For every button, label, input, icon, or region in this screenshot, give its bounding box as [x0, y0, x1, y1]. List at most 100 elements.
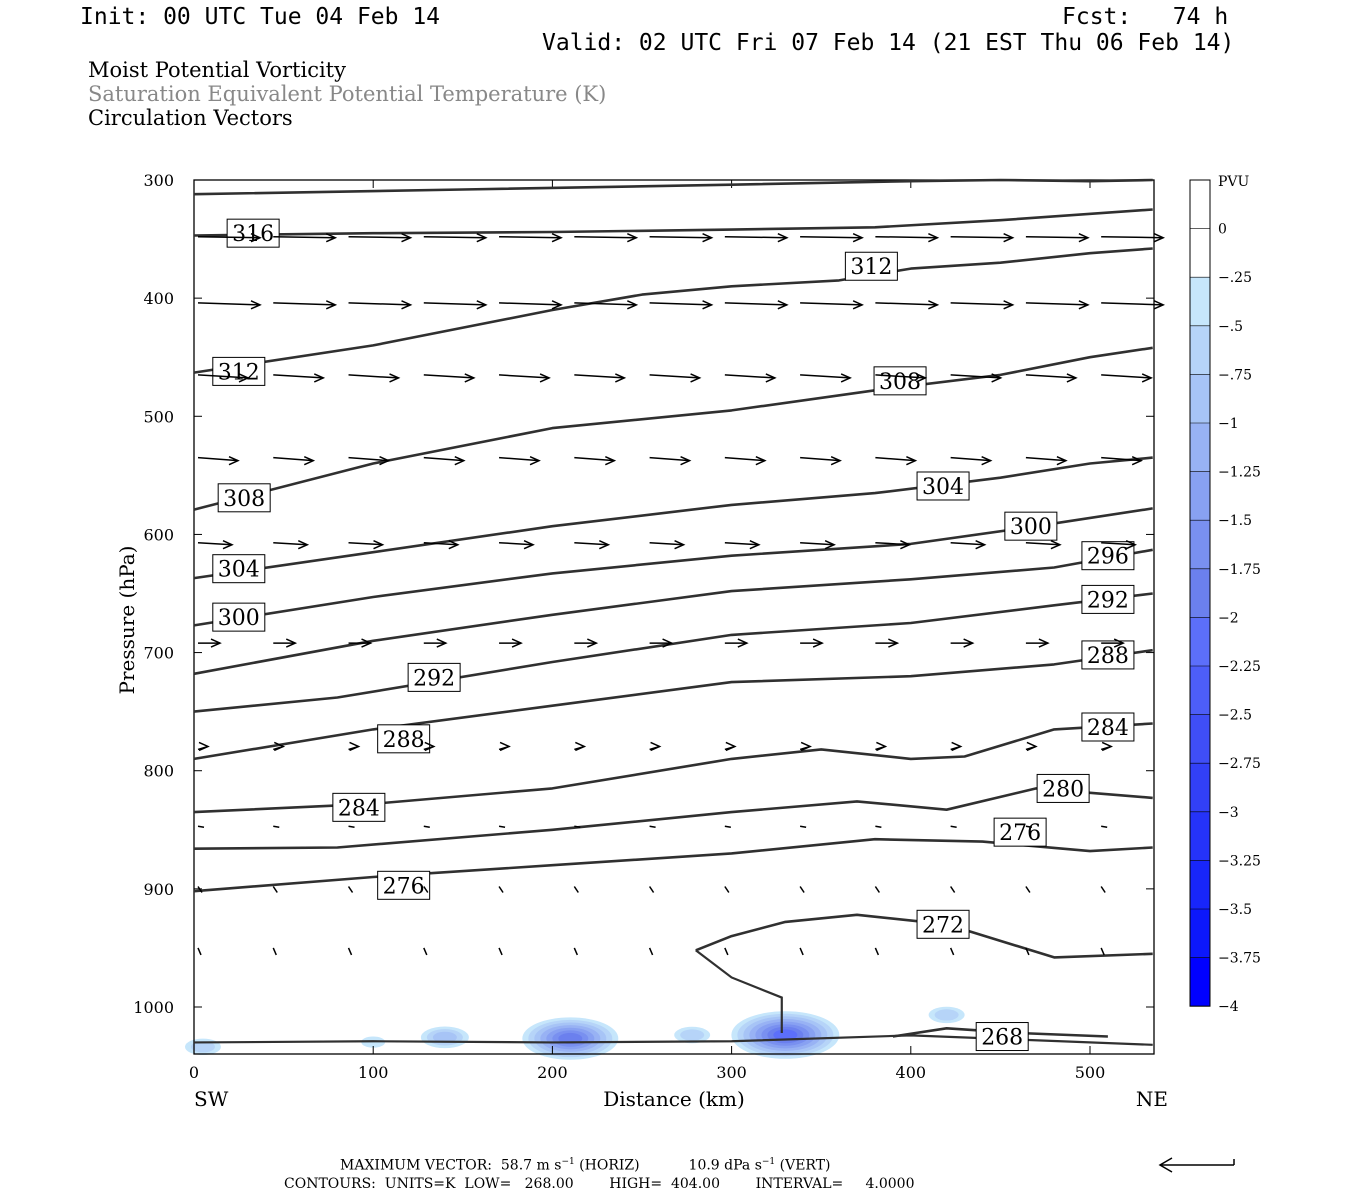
footer-contours: CONTOURS: UNITS=K LOW= 268.00 HIGH= 404.…	[284, 1176, 915, 1192]
x-tick-label-200: 200	[537, 1063, 568, 1082]
vector-head-r3-c11	[1056, 455, 1068, 466]
colorbar-label-7: −1.75	[1218, 562, 1261, 578]
contour-312-2	[193, 247, 1153, 374]
colorbar-cell-4	[1190, 374, 1210, 423]
vector-head-r1-c10	[1003, 300, 1015, 310]
vector-head-r5-c3	[436, 638, 448, 648]
contour-label-box-284-16	[332, 792, 386, 822]
vector-head-r4-c11	[1050, 540, 1062, 550]
colorbar-cell-3	[1190, 325, 1210, 375]
contour-292-11	[193, 592, 1153, 713]
vector-r7-c4	[498, 825, 506, 828]
vector-head-r3-c12	[1131, 455, 1144, 466]
vector-head-r6-c5	[575, 741, 587, 752]
colorbar-cell-5	[1190, 423, 1210, 472]
contour-280-17	[193, 787, 1153, 850]
vector-r1-c4	[499, 302, 562, 306]
vector-head-r3-c6	[680, 455, 692, 466]
vector-head-r6-c1	[273, 741, 286, 752]
vector-r4-c12	[1101, 541, 1136, 546]
contour-label-box-300-9	[212, 602, 266, 632]
contour-label-284-15: 284	[1087, 716, 1129, 741]
vector-r3-c3	[423, 456, 464, 462]
vector-head-r0-c0	[250, 233, 262, 243]
contour-272-20	[695, 913, 1153, 959]
contour-label-268-21: 268	[981, 1026, 1023, 1051]
colorbar-cell-13	[1190, 811, 1210, 861]
vector-head-r0-c2	[401, 233, 413, 243]
horiz-suffix: (HORIZ)	[574, 1157, 640, 1174]
vector-head-r1-c6	[702, 300, 714, 310]
vector-r8-c5	[573, 886, 579, 893]
vector-r8-c4	[498, 886, 504, 893]
vector-head-r5-c10	[963, 638, 975, 648]
vector-head-r3-c10	[981, 455, 993, 466]
colorbar-label-9: −2.25	[1218, 659, 1261, 675]
contour-label-box-308-5	[217, 483, 271, 513]
vector-r0-c5	[574, 235, 637, 239]
vector-r9-c9	[874, 947, 880, 956]
pv-blob-5-level-9	[773, 1029, 798, 1041]
colorbar-label-13: −3.25	[1218, 853, 1261, 869]
colorbar-cell-11	[1190, 714, 1210, 764]
vector-head-r2-c11	[1066, 373, 1078, 383]
contour-label-box-284-15	[1081, 712, 1135, 742]
vector-head-r4-c2	[373, 540, 385, 550]
colorbar-label-12: −3	[1218, 805, 1239, 821]
vector-head-r6-c11	[1026, 741, 1038, 752]
vector-head-r4-c6	[674, 540, 686, 550]
forecast-hour: Fcst: 74 h	[1062, 4, 1229, 30]
vector-head-r6-c9	[876, 741, 888, 752]
vector-head-r1-c2	[401, 300, 413, 310]
colorbar-label-14: −3.5	[1218, 902, 1252, 918]
colorbar-cell-7	[1190, 520, 1210, 569]
contour-label-box-312-3	[212, 356, 266, 386]
vector-r9-c7	[724, 947, 729, 956]
vector-r3-c5	[574, 456, 615, 462]
contour-label-box-272-20	[916, 909, 970, 939]
vector-r1-c7	[724, 302, 787, 306]
vector-head-r0-c9	[928, 233, 940, 243]
vector-r7-c12	[1101, 825, 1108, 828]
vector-head-r2-c5	[615, 373, 627, 383]
contour-label-box-280-17	[1036, 773, 1090, 803]
colorbar-label-11: −2.75	[1218, 756, 1261, 772]
contour-label-272-20: 272	[922, 913, 964, 938]
vector-r2-c8	[800, 374, 851, 379]
vector-head-r5-c12	[1113, 638, 1126, 648]
contour-label-box-304-7	[212, 554, 266, 584]
contour-308-4	[193, 346, 1153, 511]
vector-r8-c0	[197, 886, 203, 893]
vector-r8-c3	[423, 886, 429, 893]
vector-r4-c2	[348, 541, 383, 546]
contour-label-312-3: 312	[218, 360, 260, 385]
contour-label-304-6: 304	[922, 475, 964, 500]
colorbar-label-4: −1	[1218, 416, 1239, 432]
pv-blob-0-level-3	[190, 1041, 215, 1053]
vector-r2-c1	[273, 374, 324, 379]
vector-r7-c1	[273, 825, 280, 828]
vector-r3-c10	[950, 456, 991, 462]
x-tick-label-500: 500	[1075, 1063, 1106, 1082]
vector-head-r2-c1	[313, 373, 326, 383]
colorbar-label-1: −.25	[1218, 270, 1252, 286]
vector-head-r0-c1	[325, 233, 338, 243]
vector-head-r4-c9	[900, 540, 912, 550]
vector-r3-c1	[273, 456, 314, 462]
vector-head-r4-c7	[749, 540, 761, 550]
vector-r8-c8	[799, 886, 805, 893]
vector-r0-c11	[1025, 235, 1088, 239]
vector-head-r2-c9	[916, 373, 928, 383]
vector-r0-c1	[273, 235, 336, 239]
vector-r4-c4	[499, 541, 534, 546]
vector-r8-c2	[347, 886, 354, 893]
y-tick-label-900: 900	[143, 880, 174, 899]
vector-head-r6-c3	[424, 741, 436, 752]
plot-frame	[193, 179, 1155, 1055]
colorbar-label-10: −2.5	[1218, 708, 1252, 724]
vector-r1-c10	[950, 302, 1013, 306]
vector-head-r4-c0	[222, 540, 234, 550]
vector-r0-c4	[499, 235, 562, 239]
x-tick-label-400: 400	[896, 1063, 927, 1082]
y-tick-label-700: 700	[143, 644, 174, 663]
